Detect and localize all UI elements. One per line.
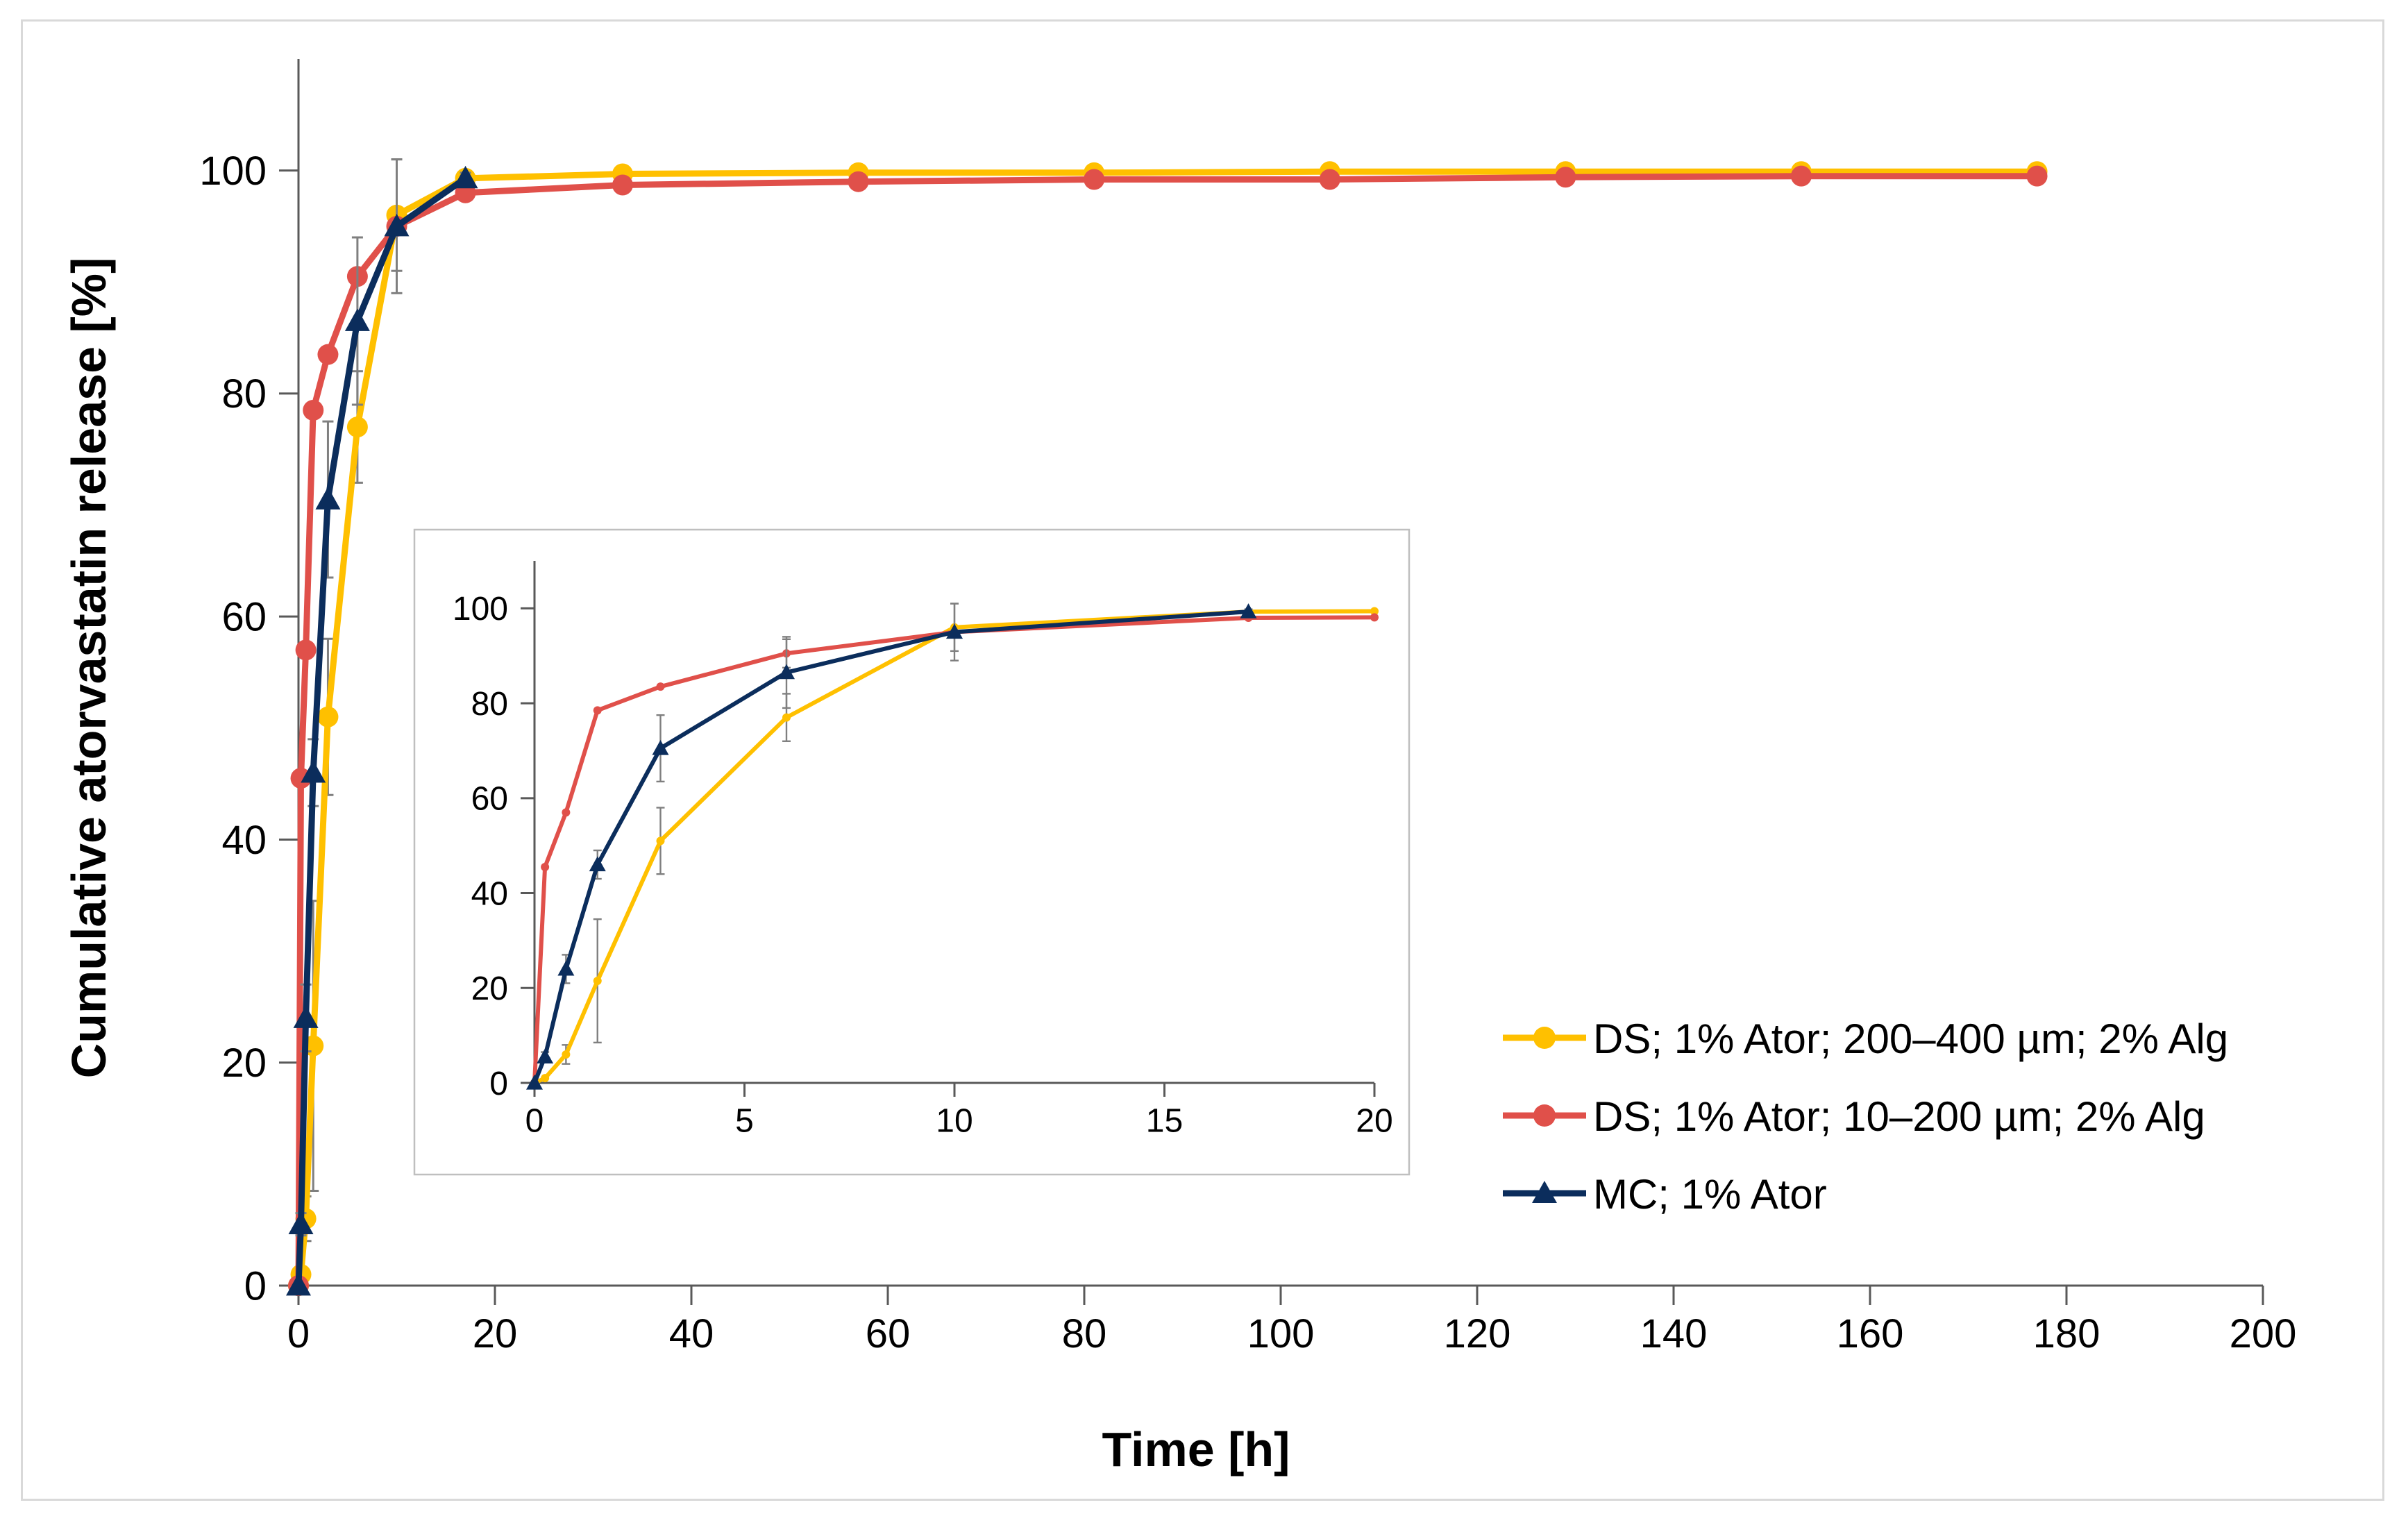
legend-item-ds-1-ator-10-200-m-2-alg: DS; 1% Ator; 10–200 µm; 2% Alg xyxy=(1503,1093,2205,1140)
y-axis-title: Cumulative atorvastatin release [%] xyxy=(62,258,116,1079)
inset-x-tick-label: 20 xyxy=(1356,1102,1392,1139)
main-y-tick-label: 40 xyxy=(221,818,267,863)
legend-swatch-marker xyxy=(1533,1027,1556,1049)
data-point xyxy=(612,174,633,196)
main-x-tick-label: 60 xyxy=(866,1311,911,1356)
data-point xyxy=(295,639,317,661)
legend: DS; 1% Ator; 200–400 µm; 2% Alg DS; 1% At… xyxy=(1503,1016,2228,1218)
data-point xyxy=(346,416,368,438)
x-axis-title: Time [h] xyxy=(1102,1422,1290,1476)
inset-x-tick-label: 5 xyxy=(735,1102,754,1139)
main-x-tick-label: 200 xyxy=(2230,1311,2297,1356)
data-point xyxy=(384,213,410,237)
data-point xyxy=(2026,165,2048,187)
inset-y-tick-label: 0 xyxy=(489,1066,508,1102)
data-point xyxy=(593,977,602,986)
series-line xyxy=(532,609,1249,1084)
data-point xyxy=(344,308,370,331)
data-point xyxy=(541,1074,550,1083)
series-line xyxy=(295,176,468,1286)
inset-y-tick-label: 40 xyxy=(471,875,508,912)
inset-y-tick-label: 20 xyxy=(471,970,508,1007)
main-y-tick-label: 20 xyxy=(221,1041,267,1086)
data-point xyxy=(315,487,341,510)
inset-series-mc-1-ator xyxy=(526,603,1257,1090)
data-point xyxy=(1370,613,1379,622)
data-point xyxy=(1370,607,1379,616)
legend-label: MC; 1% Ator xyxy=(1593,1171,1827,1218)
legend-label: DS; 1% Ator; 200–400 µm; 2% Alg xyxy=(1593,1016,2228,1062)
legend-swatch-marker xyxy=(1533,1104,1556,1127)
data-point xyxy=(593,706,602,715)
data-point xyxy=(286,1273,311,1296)
data-point xyxy=(301,760,326,783)
data-point xyxy=(1240,603,1257,619)
data-point xyxy=(1084,169,1105,190)
data-point xyxy=(656,836,665,845)
inset-x-tick-label: 0 xyxy=(525,1102,544,1139)
legend-label: DS; 1% Ator; 10–200 µm; 2% Alg xyxy=(1593,1093,2205,1140)
inset-y-tick-label: 80 xyxy=(471,686,508,723)
data-point xyxy=(946,623,963,639)
legend-item-ds-1-ator-200-400-m-2-alg: DS; 1% Ator; 200–400 µm; 2% Alg xyxy=(1503,1016,2228,1062)
data-point xyxy=(562,808,571,817)
data-point xyxy=(537,1048,554,1063)
data-point xyxy=(526,1075,543,1090)
main-x-tick-label: 100 xyxy=(1247,1311,1315,1356)
inset-box xyxy=(413,528,1411,1176)
data-point xyxy=(453,165,478,189)
main-y-tick-label: 100 xyxy=(199,149,267,194)
main-x-tick-label: 180 xyxy=(2033,1311,2100,1356)
main-y-tick-label: 60 xyxy=(221,594,267,639)
data-point xyxy=(782,713,791,722)
main-x-tick-label: 20 xyxy=(473,1311,518,1356)
data-point xyxy=(1790,165,1812,187)
data-point xyxy=(589,856,606,872)
data-point xyxy=(848,171,869,192)
inset-plot: 0 20 40 60 80 100 0 5 10 15 20 xyxy=(413,528,1411,1176)
data-point xyxy=(1319,169,1340,190)
inset-y-tick-label: 60 xyxy=(471,781,508,818)
data-point xyxy=(652,740,669,755)
data-point xyxy=(562,1050,571,1059)
data-point xyxy=(293,1005,319,1028)
data-point xyxy=(303,400,324,421)
data-point xyxy=(656,682,665,691)
main-x-tick-label: 0 xyxy=(287,1311,310,1356)
data-point xyxy=(317,706,339,727)
main-y-tick-label: 0 xyxy=(244,1263,267,1309)
inset-x-tick-label: 10 xyxy=(936,1102,973,1139)
main-x-tick-label: 120 xyxy=(1444,1311,1511,1356)
main-x-tick-label: 140 xyxy=(1640,1311,1708,1356)
main-y-tick-label: 80 xyxy=(221,371,267,416)
main-x-tick-label: 80 xyxy=(1062,1311,1107,1356)
inset-x-tick-label: 15 xyxy=(1146,1102,1183,1139)
legend-item-mc-1-ator: MC; 1% Ator xyxy=(1503,1171,1827,1218)
inset-y-tick-label: 100 xyxy=(453,591,508,628)
data-point xyxy=(317,344,339,365)
legend-swatch-marker xyxy=(1532,1181,1557,1203)
data-point xyxy=(557,960,575,976)
main-series-mc-1-ator xyxy=(286,158,478,1296)
main-x-tick-label: 160 xyxy=(1837,1311,1904,1356)
data-point xyxy=(541,862,550,871)
main-x-tick-label: 40 xyxy=(669,1311,714,1356)
data-point xyxy=(1555,167,1576,188)
data-point xyxy=(778,664,795,680)
data-point xyxy=(288,1211,314,1235)
